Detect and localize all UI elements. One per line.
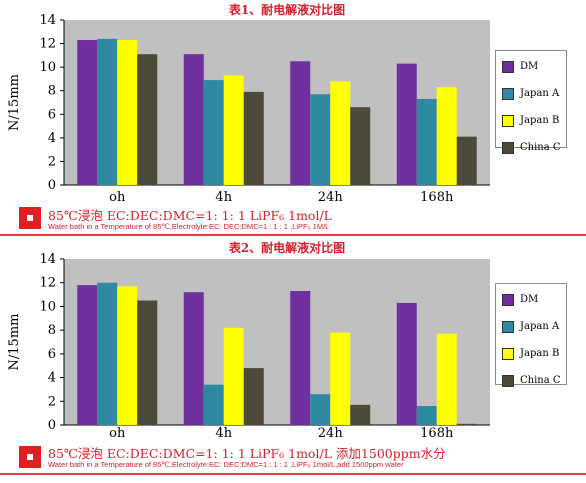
legend-item: DM <box>496 286 566 313</box>
chart2-y-tick-label: 0 <box>48 418 56 433</box>
chart2-bar <box>456 423 477 425</box>
legend-item: China C <box>496 367 566 394</box>
chart1-title: 表1、耐电解液对比图 <box>228 2 345 17</box>
chart2-bar <box>183 292 204 425</box>
chart2-bar <box>137 300 158 425</box>
legend-swatch <box>502 347 514 360</box>
chart2-bar <box>330 332 351 425</box>
chart2-bar <box>436 333 457 425</box>
legend-swatch <box>502 374 514 387</box>
legend-swatch <box>502 293 514 306</box>
chart1-bar <box>203 80 224 185</box>
legend-item: DM <box>496 53 566 80</box>
legend-label: Japan B <box>520 348 560 359</box>
legend-label: Japan B <box>520 115 560 126</box>
chart1-x-tick-label: 4h <box>215 190 232 205</box>
chart1-x-tick-label: 168h <box>420 190 454 205</box>
legend-label: China C <box>520 375 561 386</box>
chart1-bar <box>243 91 264 185</box>
legend-label: Japan A <box>520 88 560 99</box>
chart2-bar <box>416 406 437 425</box>
chart2-bar <box>117 286 138 425</box>
divider-line <box>0 473 586 475</box>
chart1-legend: DM Japan A Japan B China C <box>495 50 567 154</box>
chart1-bar <box>416 98 437 185</box>
caption-2-main: 85℃浸泡 EC:DEC:DMC=1: 1: 1 LiPF₆ 1mol/L 添加… <box>48 446 446 461</box>
chart1-bar <box>310 94 331 185</box>
chart2-bar <box>243 368 264 425</box>
chart2-y-tick-label: 2 <box>48 394 56 409</box>
chart1-bar <box>436 87 457 185</box>
caption-2: 85℃浸泡 EC:DEC:DMC=1: 1: 1 LiPF₆ 1mol/L 添加… <box>0 442 586 472</box>
chart1-y-tick-label: 10 <box>39 60 56 75</box>
chart2-bar <box>77 285 98 425</box>
chart2-x-tick-label: 24h <box>318 426 344 441</box>
legend-item: Japan A <box>496 80 566 107</box>
legend-item: Japan B <box>496 107 566 134</box>
chart2-y-tick-label: 14 <box>39 252 56 267</box>
caption-1-main: 85℃浸泡 EC:DEC:DMC=1: 1: 1 LiPF₆ 1mol/L <box>48 208 332 223</box>
chart1-bar <box>77 40 98 186</box>
chart1-y-axis-title: N/15mm <box>7 74 22 131</box>
chart2-bar <box>396 302 417 425</box>
chart1-x-tick-label: 24h <box>318 190 344 205</box>
chart1-bar <box>223 75 244 185</box>
square-bullet-icon <box>19 207 41 229</box>
chart2-bar <box>350 404 371 425</box>
chart1-bar <box>456 136 477 185</box>
chart2-bar <box>203 384 224 425</box>
chart1-bar <box>117 40 138 186</box>
legend-swatch <box>502 60 514 73</box>
chart1-bar <box>290 61 311 185</box>
legend-swatch <box>502 320 514 333</box>
legend-label: China C <box>520 142 561 153</box>
chart1-y-tick-label: 4 <box>48 131 56 146</box>
chart1-y-tick-label: 14 <box>39 13 56 28</box>
chart2-bar <box>290 291 311 425</box>
chart1-bar <box>137 54 158 185</box>
chart1-bar <box>330 81 351 185</box>
chart1-bar <box>396 63 417 185</box>
caption-2-sub: Water bath in a Temperature of 85℃,Elect… <box>48 460 404 469</box>
legend-swatch <box>502 114 514 127</box>
chart2-y-tick-label: 4 <box>48 371 56 386</box>
caption-1: 85℃浸泡 EC:DEC:DMC=1: 1: 1 LiPF₆ 1mol/L Wa… <box>0 203 586 233</box>
legend-swatch <box>502 141 514 154</box>
chart1-y-tick-label: 6 <box>48 107 56 122</box>
square-bullet-icon <box>19 446 41 468</box>
legend-swatch <box>502 87 514 100</box>
chart2-legend: DM Japan A Japan B China C <box>495 283 567 387</box>
legend-item: Japan B <box>496 340 566 367</box>
legend-label: Japan A <box>520 321 560 332</box>
caption-1-sub: Water bath in a Temperature of 85℃,Elect… <box>48 222 330 231</box>
chart1-y-tick-label: 0 <box>48 178 56 193</box>
chart2-x-tick-label: 168h <box>420 426 454 441</box>
chart2-x-tick-label: 4h <box>215 426 232 441</box>
chart1-y-tick-label: 12 <box>39 37 56 52</box>
chart2-y-tick-label: 10 <box>39 299 56 314</box>
chart2-y-tick-label: 8 <box>48 323 56 338</box>
chart2-bar <box>310 394 331 425</box>
chart2-title: 表2、耐电解液对比图 <box>228 240 345 255</box>
legend-label: DM <box>520 61 539 72</box>
chart1-bar <box>183 54 204 185</box>
chart1-bar <box>97 38 118 185</box>
chart2-x-tick-label: oh <box>109 426 126 441</box>
chart2-y-tick-label: 12 <box>39 276 56 291</box>
chart1-bar <box>350 107 371 185</box>
chart2-bar <box>97 282 118 425</box>
legend-label: DM <box>520 294 539 305</box>
chart1-y-tick-label: 2 <box>48 154 56 169</box>
chart2-y-tick-label: 6 <box>48 347 56 362</box>
chart1-x-tick-label: oh <box>109 190 126 205</box>
legend-item: Japan A <box>496 313 566 340</box>
chart2-bar <box>223 327 244 425</box>
chart1-y-tick-label: 8 <box>48 84 56 99</box>
divider-line <box>0 234 586 236</box>
legend-item: China C <box>496 134 566 161</box>
chart2-y-axis-title: N/15mm <box>7 314 22 371</box>
